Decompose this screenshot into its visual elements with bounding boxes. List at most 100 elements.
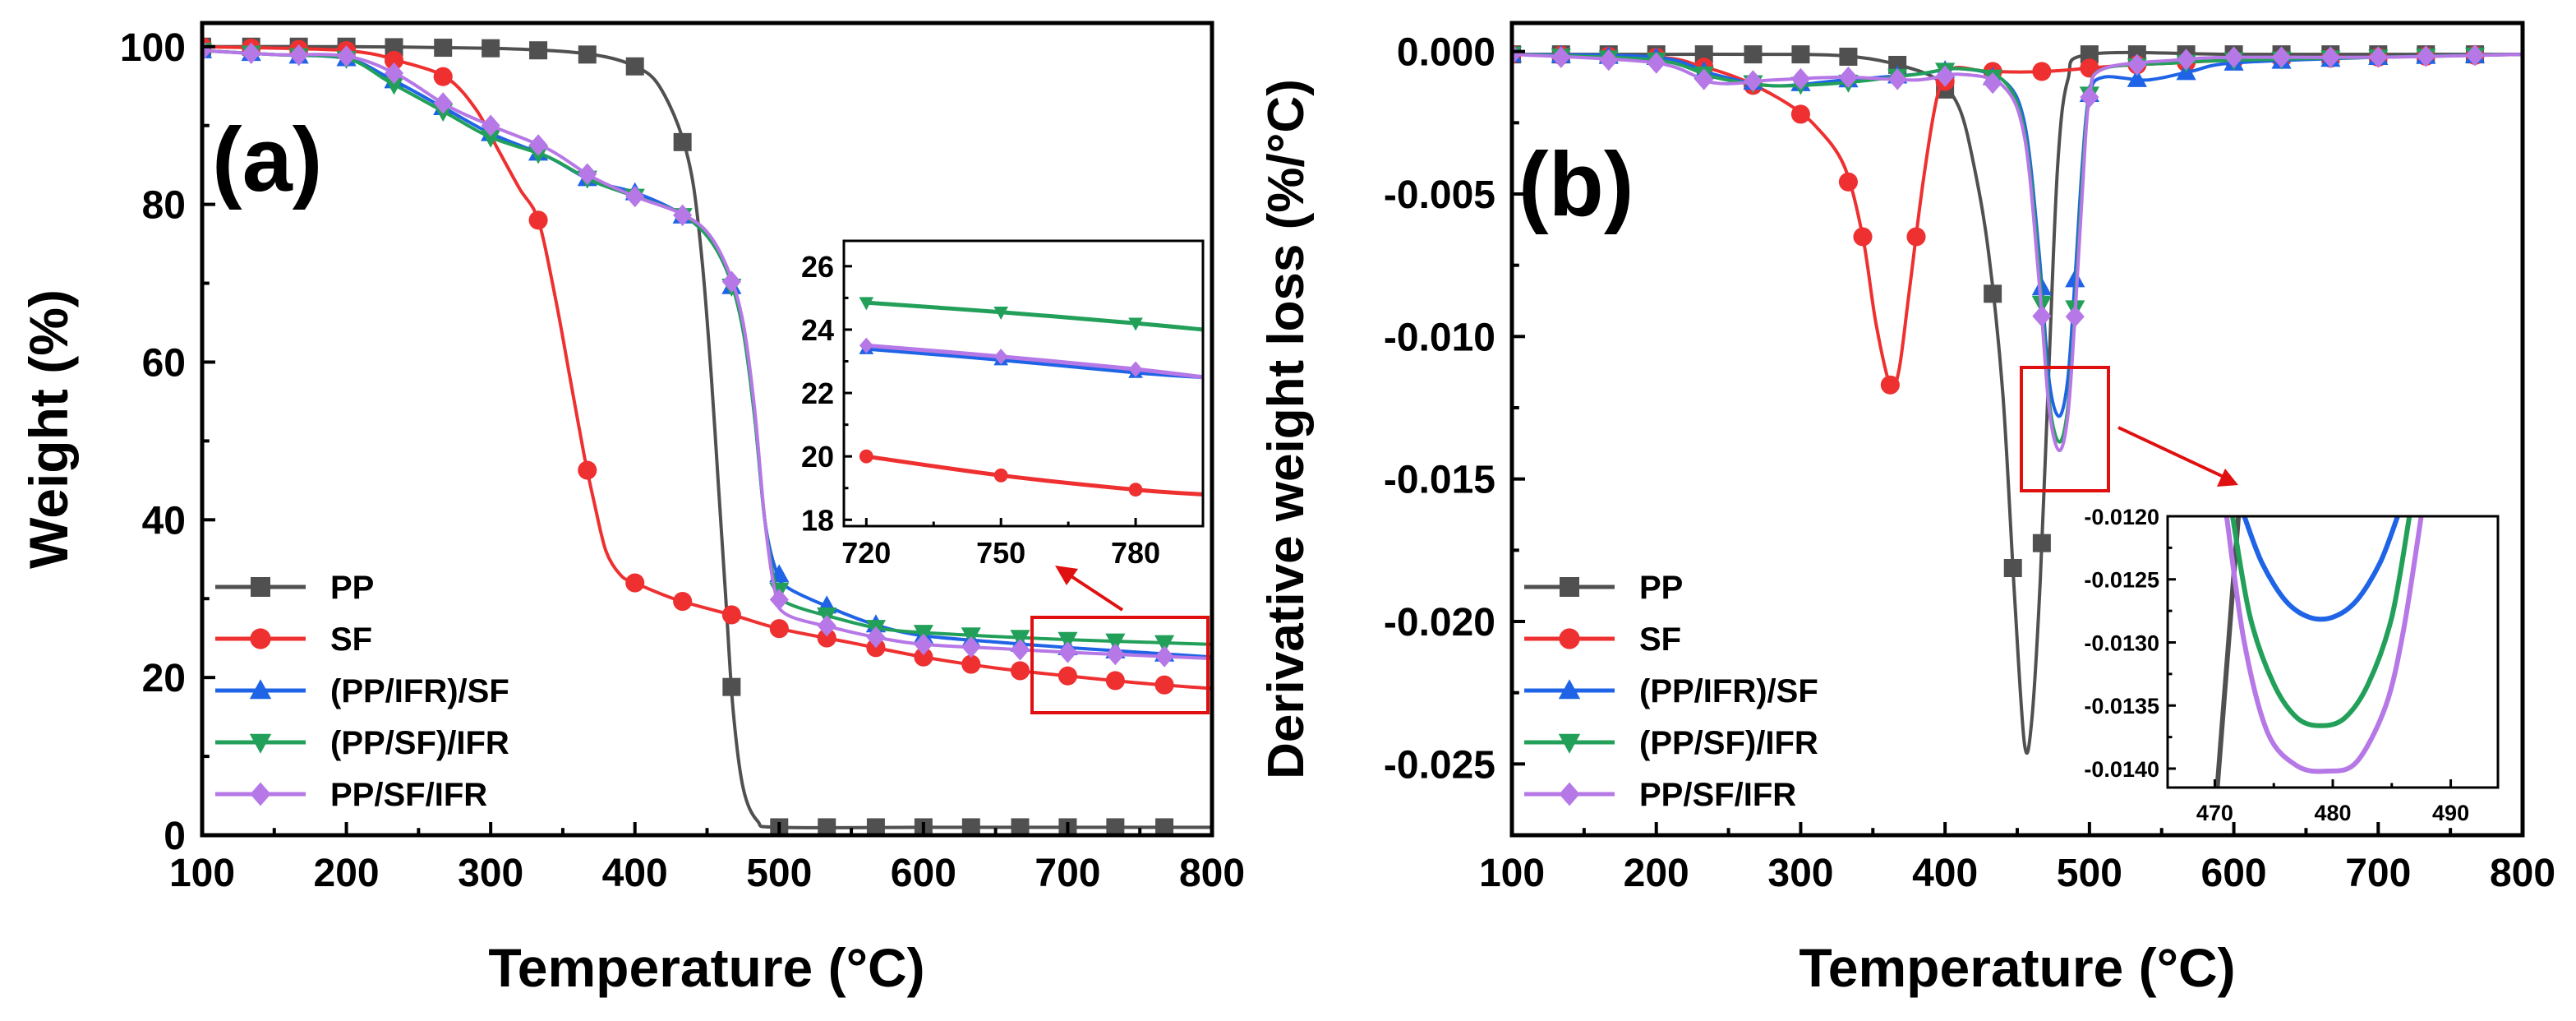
panel-b-zoom-region: [2020, 366, 2110, 492]
panel-b-legend-label: PP: [1639, 570, 1683, 606]
panel-a-legend-entry: (PP/SF)/IFR: [215, 725, 509, 761]
panel-a-marker-sf: [625, 573, 645, 593]
panel-a-marker-sf: [769, 619, 789, 639]
panel-a-marker-pp-sf-ifr: [433, 92, 453, 114]
panel-b-marker-pp: [1839, 47, 1858, 66]
panel-a-plot-series: [202, 37, 1212, 835]
panel-a-marker-pp-sf-ifr: [481, 114, 500, 136]
panel-a-marker-pp: [866, 818, 885, 835]
panel-a-marker-pp-sf-ifr: [817, 615, 836, 637]
panel-a-marker-sf: [1010, 661, 1030, 681]
panel-a-inset-marker-pp-sf-ifr: [859, 337, 873, 353]
panel-a-line-pp: [202, 44, 1212, 829]
panel-b-legend-entry: (PP/IFR)/SF: [1524, 673, 1818, 709]
panel-b-marker-pp: [1791, 45, 1810, 64]
panel-a-inset-x-tick-label: 780: [1111, 536, 1160, 570]
panel-b-marker-pp-sf-ifr: [2065, 305, 2085, 328]
panel-b-legend-label: (PP/IFR)/SF: [1639, 673, 1818, 709]
panel-a-marker-pp-sf-ifr: [337, 45, 357, 67]
panel-b-marker-pp-sf-ifr: [1599, 49, 1619, 72]
panel-b-y-axis-title: Derivative weight loss (%/°C): [1258, 79, 1315, 779]
panel-b-marker-sf: [1906, 227, 1926, 247]
panel-b-legend-label: SF: [1639, 621, 1681, 658]
panel-a-marker-pp-sf-ifr: [289, 44, 309, 67]
panel-a-y-tick-label: 100: [120, 26, 186, 70]
panel-b-marker-pp-sf-ifr: [2177, 49, 2196, 71]
panel-b-marker-pp-sf-ifr: [1551, 46, 1571, 68]
panel-b-marker-pp-sf-ifr: [1743, 70, 1763, 92]
panel-a-marker-sf: [1154, 675, 1174, 695]
panel-b: 100 200 300 400 500 600 700 800 0.000 -0.005 -0.01…: [1258, 21, 2555, 998]
panel-a-y-tick-label: 80: [142, 184, 186, 228]
panel-a-x-tick-label: 700: [1035, 852, 1100, 895]
panel-a-marker-pp-sf-ifr: [578, 163, 597, 185]
panel-a-inset-frame: [842, 239, 1205, 528]
panel-b-legend-entry: PP: [1524, 570, 1683, 606]
panel-a-marker-pp-sf-ifr: [1058, 631, 1078, 650]
panel-a-marker-sf: [673, 592, 693, 612]
panel-b-x-tick-label: 300: [1767, 852, 1833, 895]
panel-b-marker-pp: [1744, 45, 1763, 64]
panel-a-marker-sf: [1105, 671, 1125, 691]
panel-b-inset-y-tick-label: -0.0130: [2084, 631, 2159, 655]
panel-a-inset-marker-pp-sf-ifr: [993, 306, 1008, 320]
panel-a-x-tick-label: 400: [602, 852, 668, 895]
panel-a-y-axis-title: Weight (%): [18, 289, 79, 569]
panel-a-inset-bg: [844, 241, 1203, 526]
panel-b-inset-series: [2214, 516, 2424, 788]
panel-a-line-sf: [202, 44, 1212, 691]
panel-b-label: (b): [1518, 134, 1634, 235]
panel-b-marker-pp: [1984, 284, 2002, 303]
panel-b-marker-pp-sf-ifr: [2416, 45, 2435, 67]
panel-b-marker-pp-sf-ifr: [1887, 68, 1907, 90]
panel-b-x-tick-label: 800: [2490, 852, 2555, 895]
panel-b-x-tick-label: 600: [2201, 852, 2267, 895]
panel-b-marker-sf: [1790, 104, 1810, 124]
panel-a-marker-pp-sf-ifr: [866, 626, 886, 649]
panel-b-y-tick-label: -0.005: [1384, 173, 1495, 217]
panel-b-marker-pp: [2080, 45, 2099, 64]
panel-a-marker-pp: [961, 818, 980, 835]
panel-a-inset-line-sf: [864, 454, 1203, 497]
panel-b-legend-label: (PP/SF)/IFR: [1639, 725, 1818, 761]
panel-b-marker-pp: [2003, 559, 2022, 577]
panel-b-zoom-arrow: [2117, 426, 2224, 478]
panel-b-legend-entry: SF: [1524, 621, 1681, 658]
panel-a-marker-pp: [434, 39, 453, 58]
panel-a-marker-pp: [578, 45, 597, 64]
panel-b-y-tick-label: -0.015: [1384, 459, 1495, 502]
panel-b-x-tick-label: 400: [1912, 852, 1978, 895]
panel-b-marker-pp-sf-ifr: [1647, 52, 1666, 74]
panel-a-y-tick-label: 0: [164, 815, 186, 858]
panel-a-zoom-arrowhead: [1055, 566, 1078, 585]
panel-a-marker-pp: [385, 38, 403, 57]
panel-b-marker-pp-sf-ifr: [2272, 46, 2292, 68]
panel-b-marker-sf: [1838, 172, 1858, 192]
panel-b-marker-pp-ifr-sf: [2127, 68, 2147, 87]
panel-a-marker-sf: [433, 67, 453, 86]
panel-a-label: (a): [212, 109, 322, 210]
panel-b-x-axis-title: Temperature (°C): [1799, 937, 2235, 998]
panel-a-x-tick-label: 500: [746, 852, 812, 895]
panel-b-inset-x-tick-label: 470: [2196, 801, 2233, 825]
panel-a-legend-entry: PP/SF/IFR: [215, 777, 487, 813]
panel-b-legend-entry: PP/SF/IFR: [1524, 777, 1796, 813]
panel-b-marker-pp-sf-ifr: [2320, 46, 2340, 68]
panel-a-y-tick-label: 20: [142, 657, 186, 700]
panel-a-inset-y-tick-label: 18: [801, 503, 834, 537]
panel-b-inset: 470 480 490 -0.0120 -0.0125 -0.0130 -0.0135 -0.…: [2084, 505, 2500, 825]
panel-a-marker-pp-sf-ifr: [1010, 639, 1030, 661]
panel-b-marker-pp-sf-ifr: [2032, 305, 2052, 327]
panel-a-legend-marker-pp-ifr-sf: [249, 679, 272, 700]
panel-b-marker-sf: [1853, 227, 1873, 247]
panel-b-marker-pp-sf-ifr: [2127, 53, 2147, 76]
panel-a-marker-sf: [528, 210, 548, 230]
panel-a-y-tick-label: 60: [142, 341, 186, 385]
panel-b-legend-marker-pp-sf-ifr: [1558, 733, 1581, 754]
panel-b-inset-y-tick-label: -0.0120: [2084, 505, 2159, 529]
panel-a-inset-marker-pp-sf-ifr: [1128, 361, 1143, 377]
panel-a-inset-marker-sf: [1128, 483, 1143, 497]
panel-a-marker-sf: [721, 605, 741, 625]
panel-a-marker-pp-sf-ifr: [625, 185, 645, 208]
panel-a-inset-line-pp-sf-ifr: [864, 343, 1203, 380]
